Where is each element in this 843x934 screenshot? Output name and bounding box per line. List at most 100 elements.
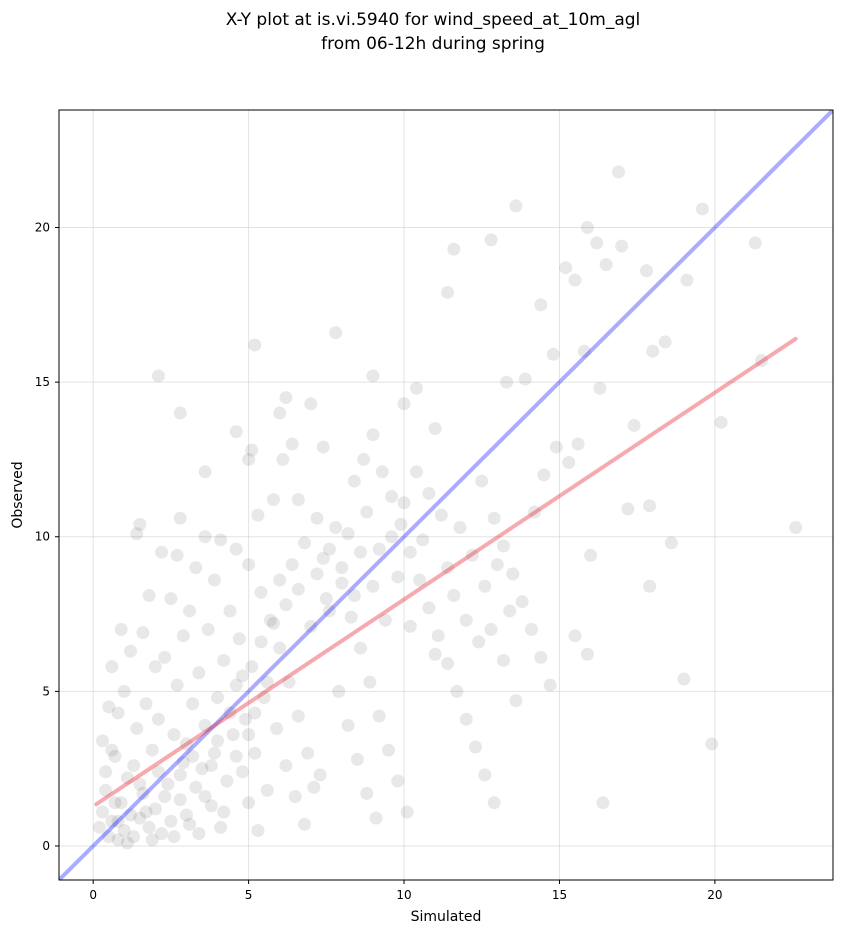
data-point-64 — [189, 561, 203, 575]
data-point-18 — [161, 777, 175, 791]
data-point-96 — [229, 425, 243, 439]
y-axis-label: Observed — [10, 461, 26, 528]
data-point-115 — [341, 718, 355, 732]
data-point-191 — [92, 820, 106, 834]
data-point-171 — [664, 536, 678, 550]
data-point-256 — [490, 558, 504, 572]
data-point-207 — [186, 749, 200, 763]
data-point-134 — [478, 768, 492, 782]
data-point-148 — [506, 567, 520, 581]
data-point-218 — [254, 635, 268, 649]
data-point-23 — [167, 728, 181, 742]
data-point-158 — [559, 261, 573, 275]
data-point-205 — [173, 768, 187, 782]
data-point-159 — [568, 273, 582, 287]
data-point-70 — [270, 721, 284, 735]
data-point-176 — [748, 236, 762, 250]
data-point-11 — [155, 827, 169, 841]
data-point-57 — [183, 604, 197, 618]
data-point-194 — [102, 700, 116, 714]
data-point-91 — [242, 452, 256, 466]
data-point-243 — [409, 465, 423, 479]
data-point-240 — [391, 570, 405, 584]
data-point-140 — [441, 285, 455, 299]
data-point-227 — [310, 567, 324, 581]
data-point-42 — [136, 626, 150, 640]
data-point-52 — [248, 746, 262, 760]
data-point-90 — [245, 443, 259, 457]
data-point-21 — [189, 780, 203, 794]
data-point-98 — [273, 406, 287, 420]
data-point-154 — [537, 468, 551, 482]
data-point-41 — [114, 623, 128, 637]
data-point-169 — [643, 499, 657, 513]
data-point-133 — [469, 740, 483, 754]
data-point-189 — [518, 372, 532, 386]
data-point-30 — [195, 762, 209, 776]
data-point-36 — [186, 697, 200, 711]
data-point-153 — [528, 505, 542, 519]
data-point-208 — [192, 827, 206, 841]
plot-frame — [58, 109, 834, 881]
data-point-118 — [369, 811, 383, 825]
data-point-112 — [400, 805, 414, 819]
y-tick-label-0: 0 — [42, 839, 50, 853]
x-tick-label-3: 15 — [552, 888, 567, 902]
data-point-110 — [381, 743, 395, 757]
data-point-165 — [639, 264, 653, 278]
data-point-239 — [385, 530, 399, 544]
data-point-88 — [276, 452, 290, 466]
y-tick-label-4: 20 — [35, 221, 50, 235]
data-point-77 — [282, 675, 296, 689]
data-point-82 — [229, 542, 243, 556]
y-tick-label-1: 5 — [42, 684, 50, 698]
data-point-129 — [431, 629, 445, 643]
data-point-250 — [453, 520, 467, 534]
data-point-175 — [695, 202, 709, 216]
data-point-69 — [257, 691, 271, 705]
data-point-117 — [360, 786, 374, 800]
data-point-40 — [105, 660, 119, 674]
fit-line — [94, 336, 798, 807]
data-point-249 — [447, 589, 461, 603]
data-point-215 — [235, 669, 249, 683]
data-point-105 — [335, 576, 349, 590]
data-point-15 — [108, 749, 122, 763]
data-point-121 — [357, 452, 371, 466]
data-point-61 — [133, 517, 147, 531]
identity-line — [59, 110, 833, 880]
data-point-63 — [170, 548, 184, 562]
data-point-251 — [459, 613, 473, 627]
data-point-4 — [123, 808, 137, 822]
data-point-237 — [372, 542, 386, 556]
data-point-58 — [164, 592, 178, 606]
data-point-220 — [266, 616, 280, 630]
data-point-100 — [316, 440, 330, 454]
data-point-161 — [590, 236, 604, 250]
data-point-216 — [242, 728, 256, 742]
data-point-53 — [239, 712, 253, 726]
data-point-25 — [111, 706, 125, 720]
data-point-116 — [350, 752, 364, 766]
x-axis-ticks: 0 5 10 15 20 — [89, 880, 723, 902]
data-point-226 — [304, 619, 318, 633]
data-point-81 — [242, 558, 256, 572]
data-point-56 — [201, 623, 215, 637]
data-point-103 — [310, 511, 324, 525]
data-point-136 — [366, 369, 380, 383]
data-point-6 — [99, 783, 113, 797]
data-point-125 — [394, 517, 408, 531]
data-point-101 — [329, 326, 343, 340]
data-point-167 — [627, 418, 641, 432]
data-point-94 — [173, 406, 187, 420]
data-point-46 — [211, 691, 225, 705]
data-point-84 — [198, 530, 212, 544]
data-point-190 — [120, 836, 134, 850]
data-point-225 — [298, 536, 312, 550]
chart-title-line-1: X-Y plot at is.vi.5940 for wind_speed_at… — [226, 10, 641, 30]
data-point-86 — [251, 508, 265, 522]
data-point-126 — [403, 545, 417, 559]
data-point-29 — [179, 737, 193, 751]
data-point-182 — [580, 647, 594, 661]
